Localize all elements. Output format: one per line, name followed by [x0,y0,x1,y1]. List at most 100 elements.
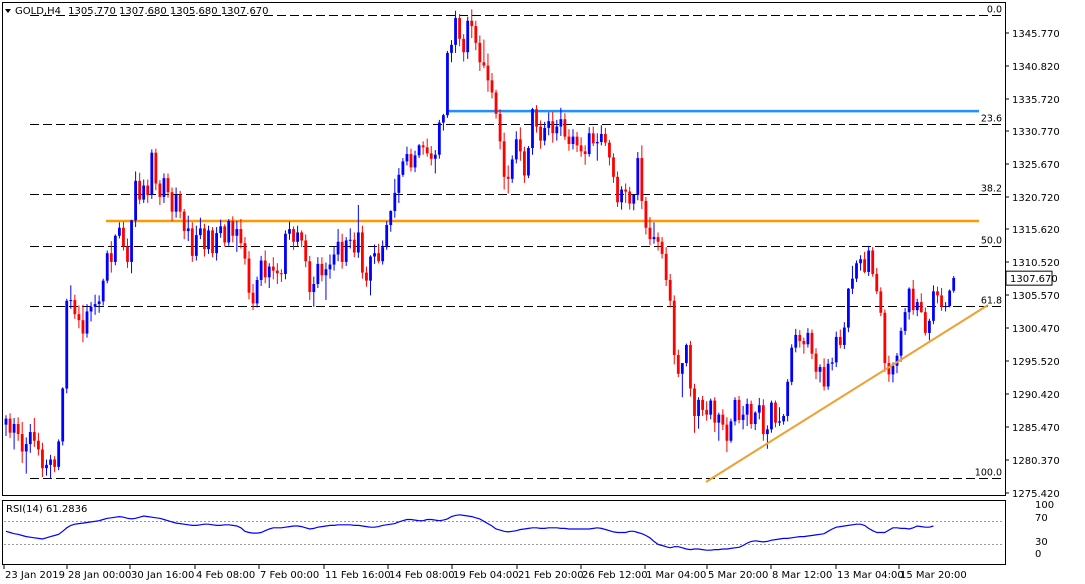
candle [409,148,413,172]
candle [97,295,101,313]
time-tick-label: 11 Feb 16:00 [325,570,391,581]
candle [219,219,223,238]
candle [911,279,915,315]
candle [531,107,534,155]
candle [251,283,255,311]
candle [211,227,214,258]
candle [523,146,526,183]
candle [583,145,587,165]
candle [770,400,773,433]
candle [324,262,328,301]
candle [863,251,866,274]
candle [571,129,575,150]
dropdown-triangle-icon[interactable] [5,9,11,13]
candle [875,267,879,295]
candle [555,119,559,141]
candle [170,187,174,222]
candle [304,234,308,268]
candle [126,238,129,268]
candle [328,254,332,279]
ohlc-values: 1305.770 1307.680 1305.680 1307.670 [68,6,268,17]
candle [575,131,579,153]
price-tick-label: 1330.770 [1012,127,1060,138]
time-tick-label: 26 Feb 12:00 [582,570,648,581]
candle [28,424,32,453]
candle [474,20,478,51]
candle [693,383,696,433]
candle [940,288,943,311]
candle [579,137,583,157]
candle [284,230,287,280]
candle [599,125,603,146]
candle [676,349,680,378]
candle [146,179,150,203]
time-tick-label: 4 Feb 08:00 [196,570,255,581]
candle [952,275,956,293]
fib-label-1: 23.6 [981,114,1002,125]
candle [263,250,267,284]
price-tick-label: 1285.470 [1012,423,1060,434]
time-tick-label: 8 Mar 12:00 [772,570,832,581]
candle [822,358,826,391]
candle [632,194,636,211]
candle [717,412,721,441]
candle [223,224,227,247]
candle [142,179,146,203]
candle [413,150,417,173]
rsi-label: RSI(14) 61.2836 [6,504,87,515]
candle [749,400,753,429]
candle [595,133,599,161]
price-tick-label: 1290.420 [1012,390,1060,401]
candle [190,222,194,262]
price-tick-label: 1325.670 [1012,160,1060,171]
candle [498,109,502,150]
price-tick-label: 1320.720 [1012,193,1060,204]
rsi-tick-label: 70 [1035,513,1048,524]
fib-label-0: 0.0 [987,5,1002,16]
candle [405,146,409,166]
price-tick-label: 1275.420 [1012,489,1060,500]
candle [361,225,364,279]
candle [518,127,522,161]
candle [826,359,830,390]
candle [535,105,538,133]
candle [340,233,344,269]
fib-label-2: 38.2 [981,184,1002,195]
candle [847,288,850,333]
candle [903,308,907,335]
candle [680,363,684,398]
candle [672,295,676,365]
candle [527,145,530,179]
candle [446,50,449,118]
candle [636,152,640,201]
candle [450,40,453,63]
candle [77,305,81,329]
candle [194,225,198,261]
time-tick-label: 14 Feb 08:00 [389,570,455,581]
candle [948,289,952,308]
candle [182,208,186,240]
candle [668,273,672,308]
candle [215,227,218,261]
candle [247,251,251,300]
price-tick-label: 1305.570 [1012,291,1060,302]
candle [89,302,93,322]
candle [267,263,271,289]
candle [944,302,947,312]
candle [539,120,542,149]
candle [624,183,628,203]
candle [794,328,798,353]
candle [24,437,28,474]
candle [93,294,97,315]
candle [470,9,474,39]
candle [332,246,336,271]
time-tick-label: 30 Jan 16:00 [131,570,194,581]
candle [207,225,210,254]
candle [644,196,648,235]
candle [320,257,324,282]
rising-trendline[interactable] [705,304,989,483]
candle [316,257,320,289]
candle [745,398,749,427]
candle [490,72,494,99]
